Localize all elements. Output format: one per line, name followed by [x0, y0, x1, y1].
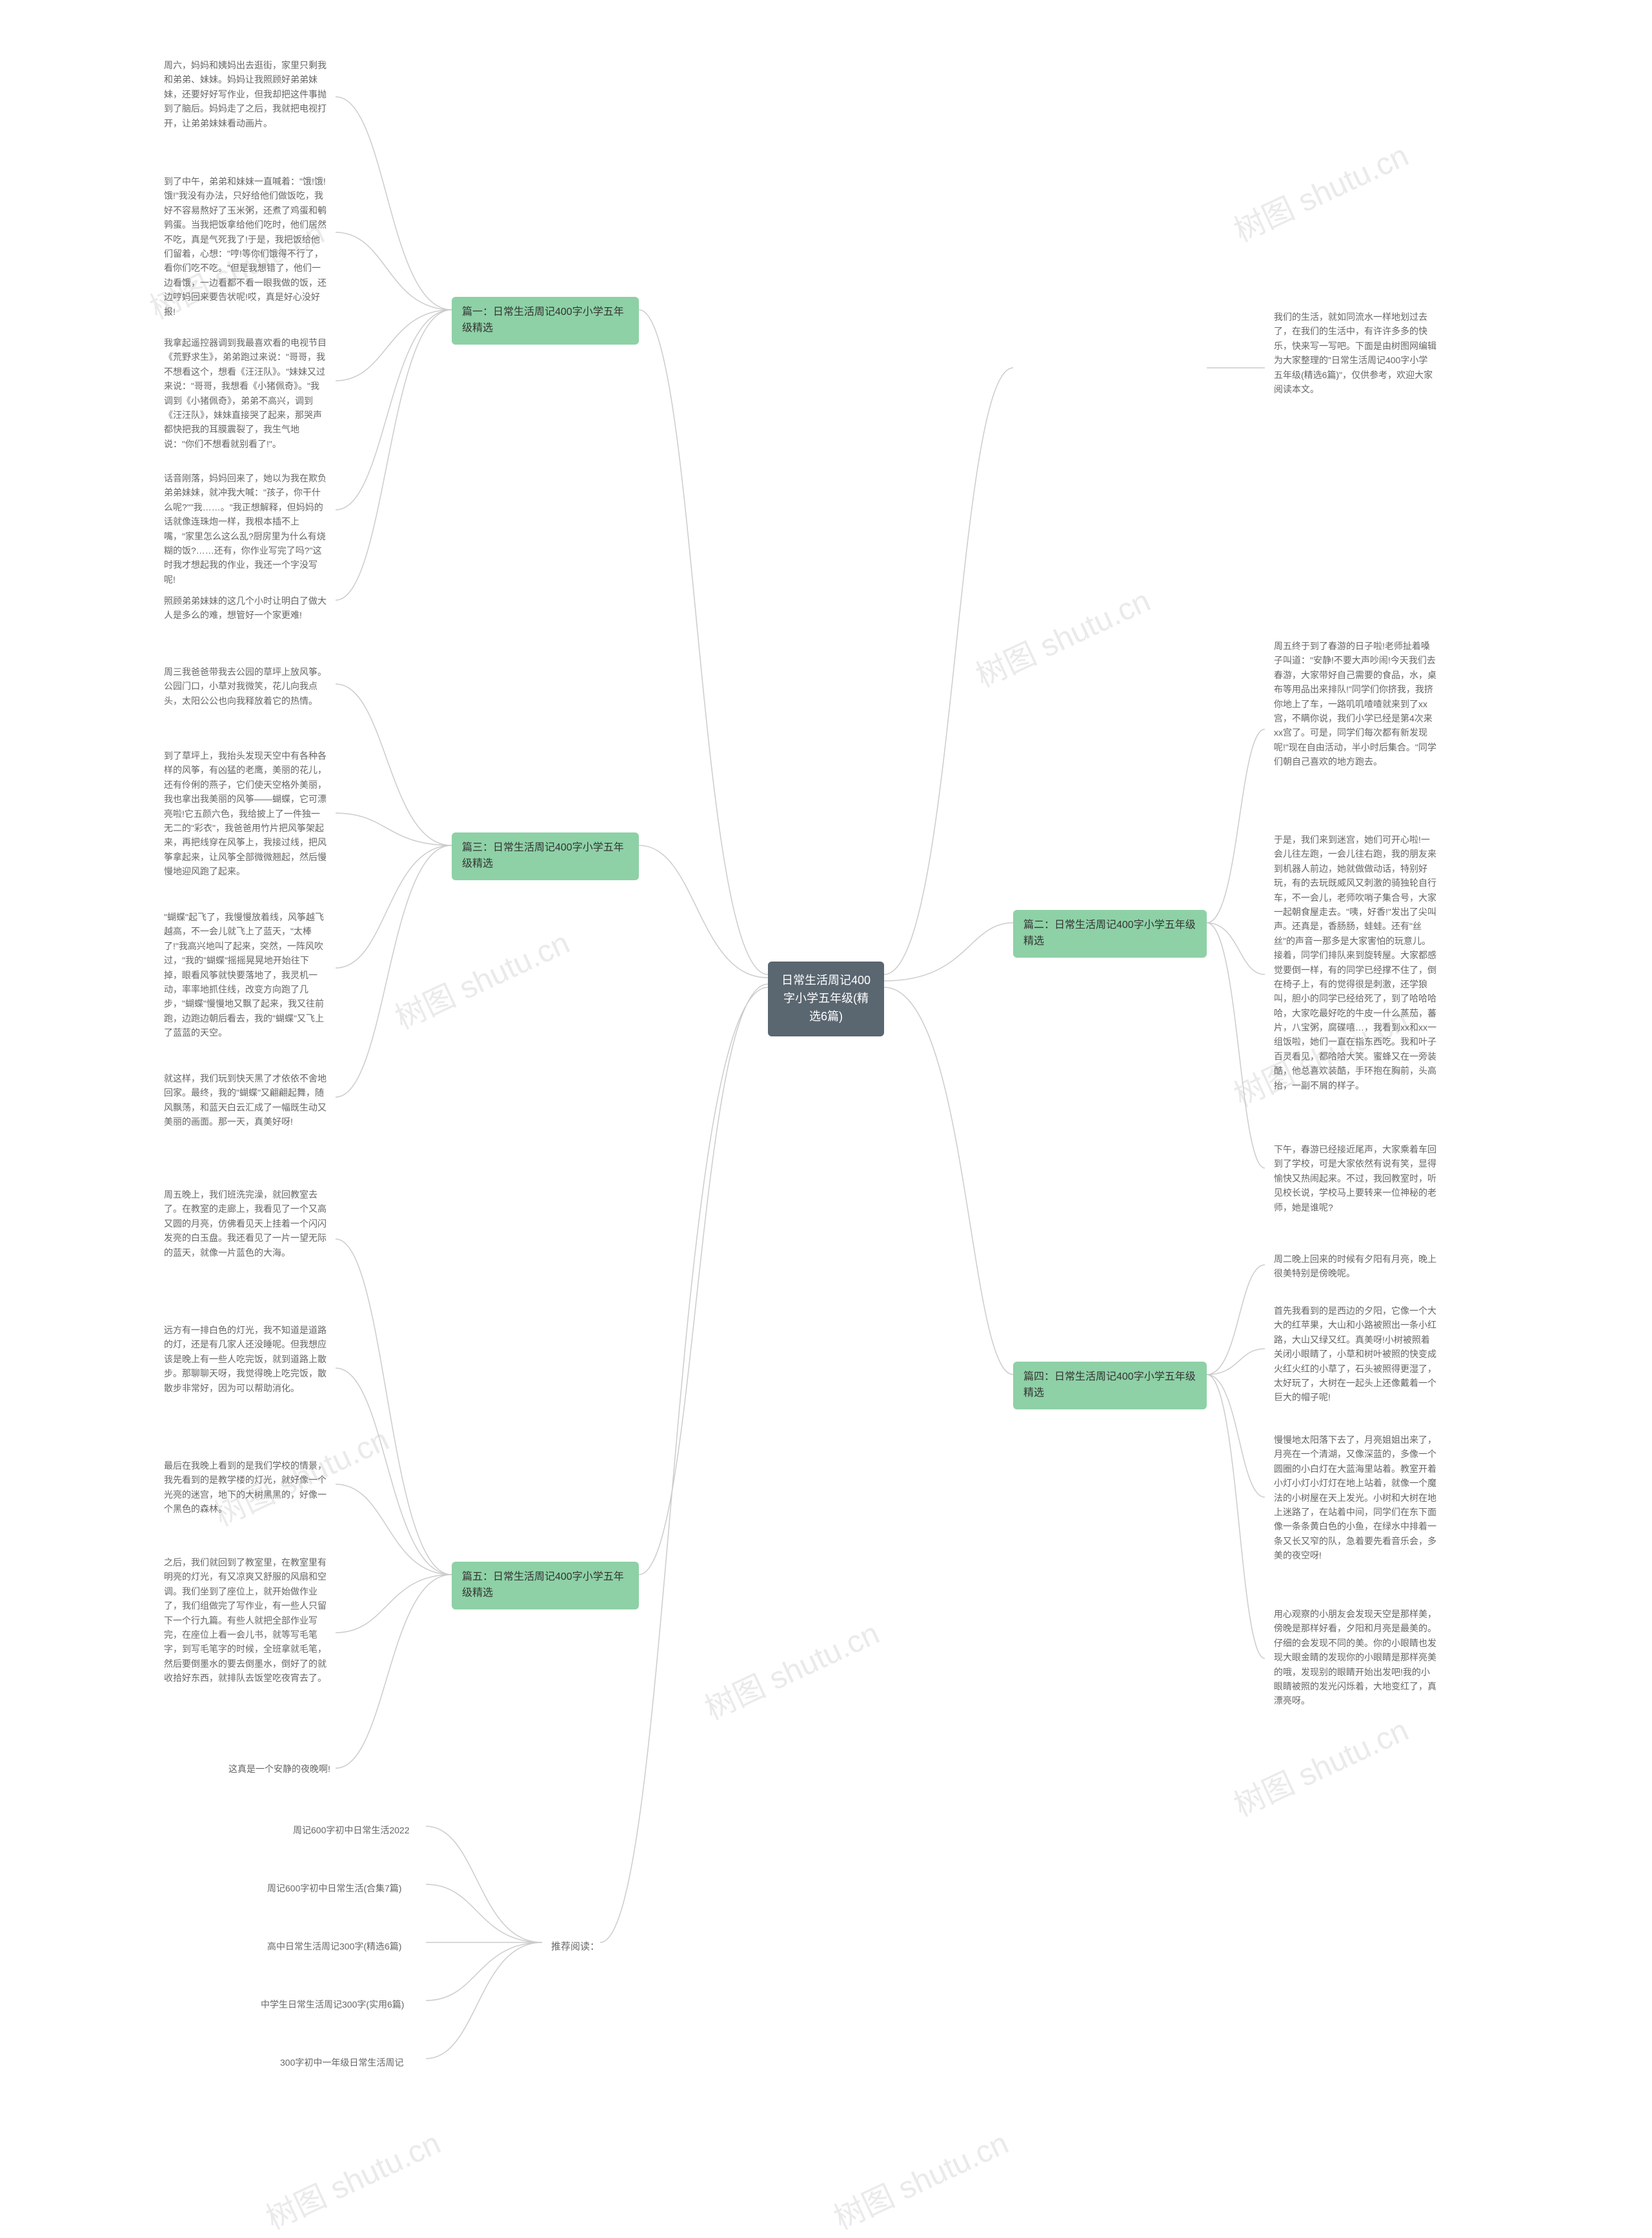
watermark: 树图 shutu.cn: [1225, 130, 1415, 250]
p4-leaf-4: 用心观察的小朋友会发现天空是那样美，傍晚是那样好看，夕阳和月亮是最美的。仔细的会…: [1265, 1600, 1446, 1715]
branch-p5[interactable]: 篇五：日常生活周记400字小学五年级精选: [452, 1562, 639, 1609]
rec-leaf-3[interactable]: 高中日常生活周记300字(精选6篇): [258, 1933, 410, 1960]
p4-leaf-2: 首先我看到的是西边的夕阳，它像一个大大的红苹果，大山和小路被照出一条小红路，大山…: [1265, 1297, 1446, 1411]
watermark: 树图 shutu.cn: [1225, 1705, 1415, 1825]
p4-leaf-1: 周二晚上回来的时候有夕阳有月亮，晚上很美特别是傍晚呢。: [1265, 1245, 1446, 1287]
watermark: 树图 shutu.cn: [967, 576, 1156, 696]
branch-p3[interactable]: 篇三：日常生活周记400字小学五年级精选: [452, 832, 639, 880]
p1-leaf-2: 到了中午，弟弟和妹妹一直喊着："饿!饿!饿!"我没有办法，只好给他们做饭吃，我好…: [155, 168, 336, 325]
rec-leaf-1[interactable]: 周记600字初中日常生活2022: [284, 1817, 419, 1844]
p5-leaf-5: 这真是一个安静的夜晚啊!: [219, 1755, 339, 1782]
root-node[interactable]: 日常生活周记400字小学五年级(精选6篇): [768, 962, 884, 1036]
rec-leaf-2[interactable]: 周记600字初中日常生活(合集7篇): [258, 1875, 410, 1902]
watermark: 树图 shutu.cn: [825, 2118, 1014, 2238]
p2-leaf-2: 于是，我们来到迷宫，她们可开心啦!一会儿往左跑，一会儿往右跑，我的朋友来到机器人…: [1265, 826, 1446, 1099]
watermark: 树图 shutu.cn: [696, 1608, 885, 1728]
p3-leaf-1: 周三我爸爸带我去公园的草坪上放风筝。公园门口，小草对我微笑，花儿向我点头，太阳公…: [155, 658, 336, 714]
p5-leaf-4: 之后，我们就回到了教室里，在教室里有明亮的灯光，有又凉爽又舒服的风扇和空调。我们…: [155, 1549, 336, 1692]
p1-leaf-4: 话音刚落，妈妈回来了，她以为我在欺负弟弟妹妹，就冲我大喊："孩子，你干什么呢?"…: [155, 465, 336, 593]
p1-leaf-1: 周六，妈妈和姨妈出去逛街，家里只剩我和弟弟、妹妹。妈妈让我照顾好弟弟妹妹，还要好…: [155, 52, 336, 137]
watermark: 树图 shutu.cn: [387, 918, 576, 1038]
p3-leaf-4: 就这样，我们玩到快天黑了才依依不舍地回家。最终，我的"蝴蝶"又翩翩起舞，随风飘荡…: [155, 1065, 336, 1136]
p5-leaf-2: 远方有一排白色的灯光，我不知道是道路的灯，还是有几家人还没睡呢。但我想应该是晚上…: [155, 1316, 336, 1402]
p1-leaf-5: 照顾弟弟妹妹的这几个小时让明白了做大人是多么的难，想管好一个家更难!: [155, 587, 336, 629]
branch-p1[interactable]: 篇一：日常生活周记400字小学五年级精选: [452, 297, 639, 345]
watermark: 树图 shutu.cn: [257, 2118, 447, 2238]
p2-leaf-1: 周五终于到了春游的日子啦!老师扯着嗓子叫道："安静!不要大声吵闹!今天我们去春游…: [1265, 632, 1446, 776]
rec-leaf-5[interactable]: 300字初中一年级日常生活周记: [271, 2049, 412, 2076]
intro-text: 我们的生活，就如同流水一样地划过去了，在我们的生活中，有许许多多的快乐，快来写一…: [1265, 303, 1446, 403]
p5-leaf-3: 最后在我晚上看到的是我们学校的情景，我先看到的是教学楼的灯光，就好像一个光亮的迷…: [155, 1452, 336, 1523]
branch-rec[interactable]: 推荐阅读：: [542, 1933, 609, 1961]
p1-leaf-3: 我拿起遥控器调到我最喜欢看的电视节目《荒野求生》，弟弟跑过来说："哥哥，我不想看…: [155, 329, 336, 458]
rec-leaf-4[interactable]: 中学生日常生活周记300字(实用6篇): [252, 1991, 413, 2018]
p4-leaf-3: 慢慢地太阳落下去了，月亮姐姐出来了，月亮在一个清湖，又像深蓝的，多像一个圆圈的小…: [1265, 1426, 1446, 1569]
p2-leaf-3: 下午，春游已经接近尾声，大家乘着车回到了学校，可是大家依然有说有笑，显得愉快又热…: [1265, 1136, 1446, 1221]
p3-leaf-3: "蝴蝶"起飞了，我慢慢放着线，风筝越飞越高，不一会儿就飞上了蓝天，"太棒了!"我…: [155, 903, 336, 1047]
branch-p2[interactable]: 篇二：日常生活周记400字小学五年级精选: [1013, 910, 1207, 958]
p3-leaf-2: 到了草坪上，我抬头发现天空中有各种各样的风筝，有凶猛的老鹰，美丽的花儿，还有伶俐…: [155, 742, 336, 885]
p5-leaf-1: 周五晚上，我们班洗完澡，就回教室去了。在教室的走廊上，我看见了一个又高又圆的月亮…: [155, 1181, 336, 1266]
branch-p4[interactable]: 篇四：日常生活周记400字小学五年级精选: [1013, 1362, 1207, 1409]
